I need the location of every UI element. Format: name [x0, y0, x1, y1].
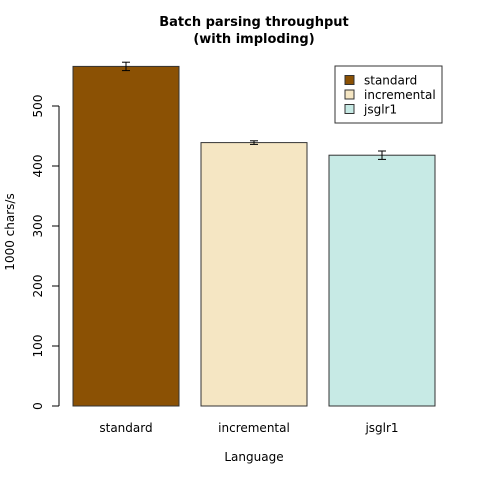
legend-swatch-jsglr1 — [344, 104, 355, 114]
y-tick-label-5: 500 — [31, 95, 45, 118]
y-axis: 0 100 200 300 400 500 — [31, 95, 60, 410]
bar-standard — [72, 65, 180, 407]
legend-swatch-standard — [344, 75, 355, 85]
chart-title-line-2: (with imploding) — [193, 32, 314, 47]
bar-jsglr1 — [328, 154, 436, 407]
legend-swatch-incremental — [344, 89, 355, 100]
legend-label-jsglr1: jsglr1 — [363, 103, 397, 117]
bar-incremental — [200, 142, 308, 407]
x-tick-label-jsglr1: jsglr1 — [364, 421, 398, 435]
legend-label-incremental: incremental — [364, 88, 436, 102]
legend-label-standard: standard — [364, 74, 417, 88]
chart-title-line-1: Batch parsing throughput — [159, 15, 349, 30]
x-tick-labels: standard incremental jsglr1 — [99, 421, 398, 435]
y-tick-label-1: 100 — [31, 335, 45, 358]
x-tick-label-incremental: incremental — [218, 421, 290, 435]
bars-group — [72, 61, 436, 407]
x-tick-label-standard: standard — [99, 421, 152, 435]
x-axis-title: Language — [224, 450, 283, 464]
y-tick-label-3: 300 — [31, 215, 45, 238]
y-tick-label-2: 200 — [31, 275, 45, 298]
y-tick-label-4: 400 — [31, 155, 45, 178]
y-axis-title: 1000 chars/s — [3, 193, 17, 270]
y-tick-label-0: 0 — [31, 402, 45, 410]
